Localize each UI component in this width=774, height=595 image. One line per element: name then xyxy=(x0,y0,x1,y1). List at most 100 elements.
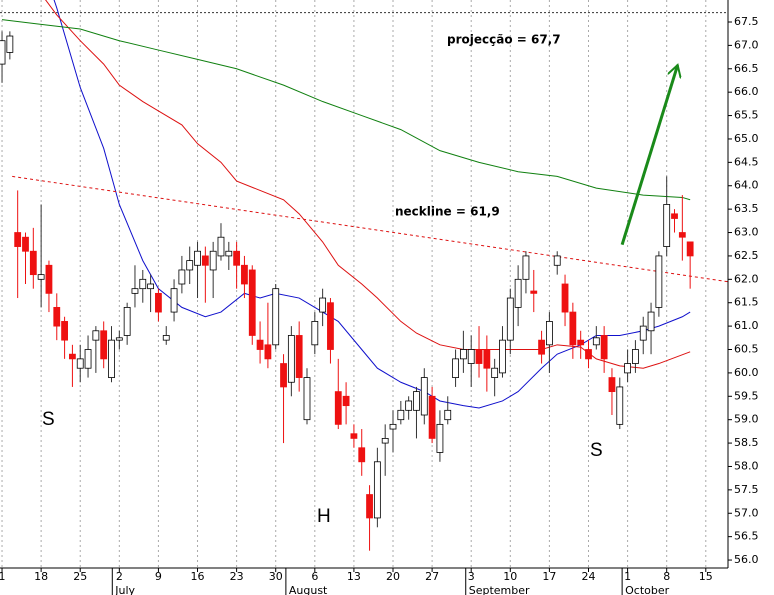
candle-body xyxy=(53,306,61,327)
candle-body xyxy=(334,391,342,425)
candle-body xyxy=(592,337,600,346)
y-tick-label: 66.0 xyxy=(734,85,759,98)
x-tick-label: 13 xyxy=(347,570,361,583)
candle-body xyxy=(45,264,53,294)
candle-body xyxy=(280,363,287,388)
candle-body xyxy=(186,260,194,271)
candle-body xyxy=(248,269,256,336)
candle-body xyxy=(530,290,538,294)
candle-body xyxy=(131,288,139,294)
candle-body xyxy=(139,278,147,290)
candle-body xyxy=(178,269,186,285)
month-label: July xyxy=(114,584,135,595)
y-tick-label: 56.0 xyxy=(734,553,759,566)
candle-body xyxy=(155,292,162,313)
candle-body xyxy=(14,232,22,247)
candle-body xyxy=(569,311,577,346)
candle-body xyxy=(506,297,514,341)
candle-body xyxy=(115,337,123,341)
candle-body xyxy=(37,274,45,280)
y-tick-label: 57.0 xyxy=(734,506,759,519)
y-tick-label: 60.5 xyxy=(734,343,759,356)
x-tick-label: 3 xyxy=(468,570,475,583)
candle-body xyxy=(0,40,6,65)
y-tick-label: 63.5 xyxy=(734,202,759,215)
candle-body xyxy=(397,409,405,421)
pattern-label: S xyxy=(590,440,603,461)
candle-body xyxy=(467,349,475,364)
candle-body xyxy=(514,278,522,308)
candle-body xyxy=(522,255,530,280)
candle-body xyxy=(287,335,295,383)
x-tick-label: 15 xyxy=(699,570,713,583)
candle-body xyxy=(147,283,155,290)
y-tick-label: 65.0 xyxy=(734,132,759,145)
candle-body xyxy=(639,325,647,341)
candle-body xyxy=(295,335,303,378)
y-tick-label: 58.0 xyxy=(734,459,759,472)
candle-body xyxy=(100,330,108,360)
candle-body xyxy=(538,339,545,355)
y-tick-label: 66.5 xyxy=(734,62,759,75)
y-tick-label: 64.5 xyxy=(734,155,759,168)
y-tick-label: 59.0 xyxy=(734,413,759,426)
y-tick-label: 61.0 xyxy=(734,319,759,332)
x-tick-label: 24 xyxy=(581,570,595,583)
candle-body xyxy=(84,349,92,369)
candle-body xyxy=(444,409,452,421)
x-tick-label: 30 xyxy=(269,570,283,583)
candle-body xyxy=(6,35,14,53)
target-arrow xyxy=(620,65,678,246)
candle-body xyxy=(413,391,420,411)
moving-average xyxy=(1,19,691,201)
candle-body xyxy=(553,255,561,266)
y-tick-label: 62.0 xyxy=(734,272,759,285)
neckline-label: neckline = 61,9 xyxy=(395,205,500,219)
pattern-label: H xyxy=(317,506,331,527)
candle-body xyxy=(655,255,663,308)
candle-body xyxy=(319,297,327,313)
candle-body xyxy=(405,400,413,411)
candle-body xyxy=(201,255,209,266)
candle-body xyxy=(233,250,241,266)
neckline xyxy=(12,175,728,283)
candle-body xyxy=(678,232,686,238)
candle-body xyxy=(647,311,655,332)
candle-body xyxy=(311,321,319,346)
y-tick-label: 67.0 xyxy=(734,38,759,51)
candle-body xyxy=(608,377,616,393)
candle-body xyxy=(475,349,483,364)
candle-body xyxy=(358,447,366,463)
x-tick-label: 16 xyxy=(191,570,205,583)
candle-body xyxy=(194,250,201,266)
y-tick-label: 62.5 xyxy=(734,249,759,262)
candle-body xyxy=(616,386,624,425)
x-tick-label: 23 xyxy=(230,570,244,583)
candle-body xyxy=(225,250,233,257)
x-tick-label: 6 xyxy=(311,570,318,583)
candle-body xyxy=(170,288,178,313)
x-tick-label: 1 xyxy=(0,570,6,583)
candle-body xyxy=(436,423,444,453)
candle-body xyxy=(600,335,608,360)
y-tick-label: 64.0 xyxy=(734,179,759,192)
y-tick-label: 59.5 xyxy=(734,389,759,402)
candle-body xyxy=(61,321,68,341)
projection-label: projecção = 67,7 xyxy=(447,33,561,47)
candle-body xyxy=(342,395,350,407)
candle-body xyxy=(373,461,381,519)
candle-body xyxy=(303,377,311,421)
x-tick-label: 9 xyxy=(155,570,162,583)
x-tick-label: 27 xyxy=(425,570,439,583)
candle-body xyxy=(264,344,272,360)
y-tick-label: 58.5 xyxy=(734,436,759,449)
y-tick-label: 56.5 xyxy=(734,530,759,543)
y-tick-label: 57.5 xyxy=(734,483,759,496)
candle-body xyxy=(428,395,436,439)
candle-body xyxy=(686,241,694,257)
candle-body xyxy=(123,306,131,336)
pattern-label: S xyxy=(42,409,55,430)
